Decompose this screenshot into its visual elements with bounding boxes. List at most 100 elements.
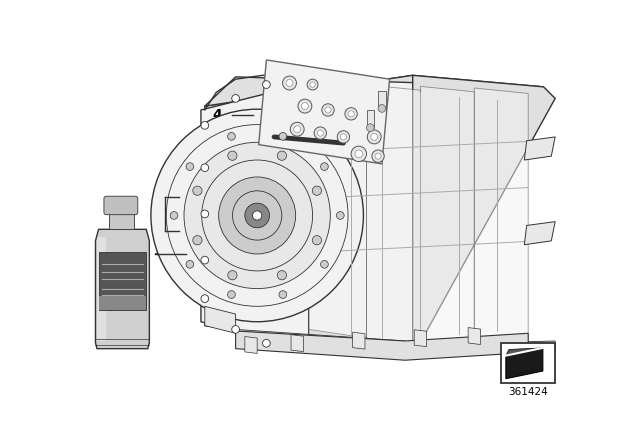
Polygon shape xyxy=(205,75,543,106)
Circle shape xyxy=(312,106,323,117)
Polygon shape xyxy=(506,348,543,379)
Circle shape xyxy=(186,260,194,268)
Polygon shape xyxy=(506,348,543,356)
Text: 1: 1 xyxy=(151,190,161,204)
Circle shape xyxy=(228,271,237,280)
Text: 5: 5 xyxy=(193,247,203,261)
Circle shape xyxy=(201,256,209,264)
Circle shape xyxy=(298,99,312,113)
Polygon shape xyxy=(378,91,386,108)
Circle shape xyxy=(337,211,344,220)
Circle shape xyxy=(286,80,293,86)
Circle shape xyxy=(321,260,328,268)
Circle shape xyxy=(201,295,209,302)
Circle shape xyxy=(201,164,209,172)
Polygon shape xyxy=(353,332,365,349)
Circle shape xyxy=(228,133,236,140)
Circle shape xyxy=(193,186,202,195)
Circle shape xyxy=(279,291,287,298)
Text: 361424: 361424 xyxy=(508,387,548,397)
Circle shape xyxy=(232,95,239,102)
Circle shape xyxy=(294,126,301,133)
Circle shape xyxy=(202,160,312,271)
Circle shape xyxy=(170,211,178,220)
Circle shape xyxy=(355,150,363,158)
Polygon shape xyxy=(501,343,555,383)
Circle shape xyxy=(314,127,326,139)
Circle shape xyxy=(279,133,287,140)
Polygon shape xyxy=(205,306,236,333)
Circle shape xyxy=(322,104,334,116)
Circle shape xyxy=(232,191,282,240)
Polygon shape xyxy=(524,222,555,245)
Polygon shape xyxy=(468,327,481,345)
Circle shape xyxy=(317,130,323,136)
Circle shape xyxy=(351,146,367,162)
Polygon shape xyxy=(97,237,106,341)
Circle shape xyxy=(201,121,209,129)
Circle shape xyxy=(312,236,321,245)
Circle shape xyxy=(345,108,357,120)
Circle shape xyxy=(184,142,330,289)
Circle shape xyxy=(262,340,270,347)
Polygon shape xyxy=(367,110,374,128)
Circle shape xyxy=(301,103,308,110)
Polygon shape xyxy=(413,75,555,356)
Circle shape xyxy=(367,130,381,144)
Circle shape xyxy=(166,125,348,306)
Circle shape xyxy=(151,109,364,322)
Polygon shape xyxy=(259,60,390,164)
Polygon shape xyxy=(99,296,147,310)
Circle shape xyxy=(253,211,262,220)
Polygon shape xyxy=(201,83,308,349)
Circle shape xyxy=(228,291,236,298)
Circle shape xyxy=(245,203,269,228)
Circle shape xyxy=(201,210,209,218)
Polygon shape xyxy=(420,86,474,348)
Circle shape xyxy=(307,79,318,90)
Circle shape xyxy=(378,104,386,112)
Circle shape xyxy=(325,107,331,113)
Polygon shape xyxy=(205,75,413,356)
Polygon shape xyxy=(308,83,367,351)
Circle shape xyxy=(193,236,202,245)
Polygon shape xyxy=(109,210,134,229)
Circle shape xyxy=(375,153,381,159)
Circle shape xyxy=(348,111,354,117)
Circle shape xyxy=(310,82,316,87)
Polygon shape xyxy=(205,314,555,356)
Circle shape xyxy=(219,177,296,254)
Polygon shape xyxy=(312,75,367,87)
Circle shape xyxy=(291,122,304,136)
Polygon shape xyxy=(245,336,257,353)
Polygon shape xyxy=(95,229,149,349)
Text: 2: 2 xyxy=(151,224,161,238)
Polygon shape xyxy=(291,335,303,352)
Polygon shape xyxy=(236,329,405,356)
Circle shape xyxy=(337,131,349,143)
Polygon shape xyxy=(414,330,427,347)
Circle shape xyxy=(277,271,287,280)
Circle shape xyxy=(322,102,333,113)
Polygon shape xyxy=(524,137,555,160)
Polygon shape xyxy=(289,102,320,121)
Circle shape xyxy=(371,134,378,140)
Polygon shape xyxy=(99,252,147,310)
FancyBboxPatch shape xyxy=(104,196,138,215)
Circle shape xyxy=(367,124,374,132)
Circle shape xyxy=(186,163,194,170)
Circle shape xyxy=(232,326,239,333)
Circle shape xyxy=(321,163,328,170)
Circle shape xyxy=(277,151,287,160)
Circle shape xyxy=(262,81,270,88)
Circle shape xyxy=(340,134,346,140)
Text: 4: 4 xyxy=(212,108,223,122)
Circle shape xyxy=(312,186,321,195)
Circle shape xyxy=(283,76,296,90)
Polygon shape xyxy=(367,85,420,349)
Text: 3-DS: 3-DS xyxy=(200,132,248,150)
Polygon shape xyxy=(474,88,528,346)
Circle shape xyxy=(228,151,237,160)
Circle shape xyxy=(303,110,314,121)
Polygon shape xyxy=(236,331,528,360)
